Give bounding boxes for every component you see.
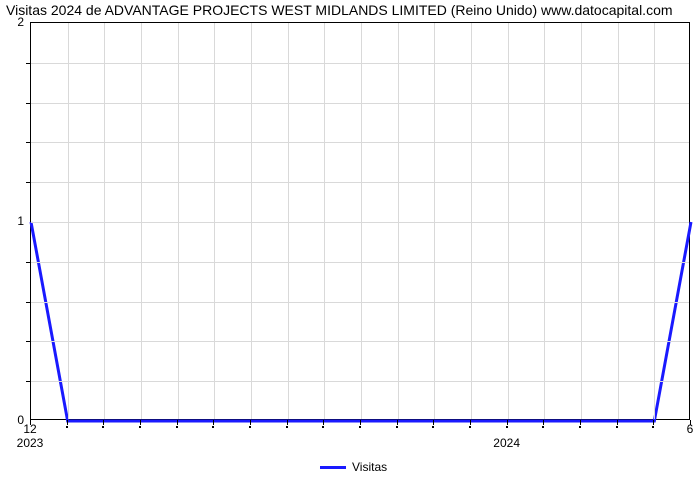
x-end-label-left: 12 [23, 422, 36, 436]
x-major-label: 2023 [17, 436, 44, 450]
legend: Visitas [320, 460, 387, 474]
y-tick-label: 0 [0, 413, 24, 427]
x-end-label-right: 6 [687, 422, 694, 436]
y-tick-label: 1 [0, 214, 24, 228]
x-axis-major-labels: 20232024 [30, 436, 690, 452]
y-tick-label: 2 [0, 15, 24, 29]
plot-area [30, 22, 690, 420]
x-major-label: 2024 [493, 436, 520, 450]
legend-label: Visitas [352, 460, 387, 474]
chart-title: Visitas 2024 de ADVANTAGE PROJECTS WEST … [0, 2, 700, 18]
legend-swatch [320, 466, 346, 469]
